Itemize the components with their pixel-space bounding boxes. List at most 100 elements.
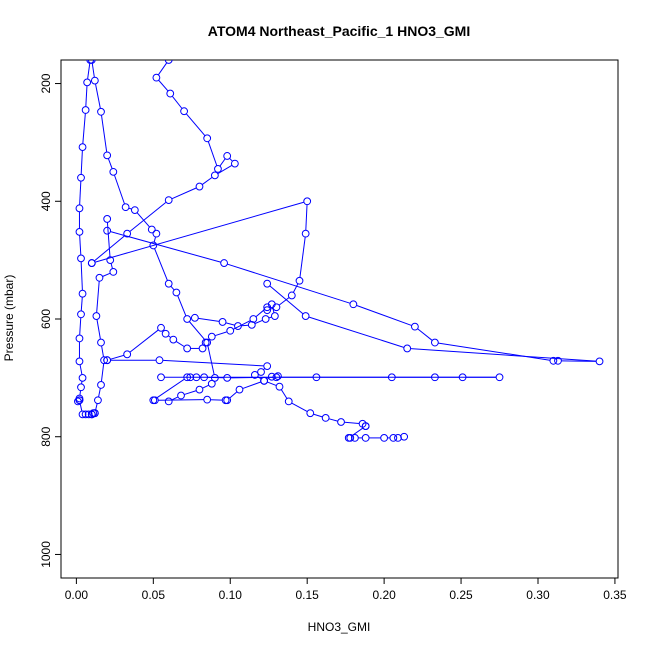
series-segment — [225, 322, 235, 326]
series-segment — [184, 390, 197, 395]
series-segment — [96, 281, 100, 313]
data-point — [346, 434, 355, 442]
data-point — [149, 241, 158, 250]
series-segment — [163, 359, 264, 367]
series-segment — [102, 272, 111, 277]
data-point — [321, 413, 330, 422]
series-segment — [110, 263, 113, 269]
data-point — [389, 434, 398, 442]
data-point — [203, 395, 212, 404]
series — [87, 60, 239, 267]
x-tick-label: 0.20 — [372, 588, 396, 602]
data-point — [263, 303, 272, 312]
series-segment — [176, 341, 185, 347]
data-point — [130, 206, 139, 215]
data-point — [78, 373, 87, 382]
data-point — [235, 385, 244, 394]
data-point — [100, 356, 108, 365]
series-segment — [227, 263, 351, 304]
series-segment — [417, 328, 433, 341]
data-point — [295, 276, 304, 285]
series-group — [74, 60, 604, 442]
series-segment — [229, 158, 233, 162]
data-point — [103, 356, 112, 365]
series-segment — [156, 378, 185, 399]
series-segment — [80, 261, 83, 291]
data-point — [75, 334, 84, 343]
series-segment — [158, 62, 168, 75]
chart-title: ATOM4 Northeast_Pacific_1 HNO3_GMI — [208, 23, 470, 39]
data-point — [198, 344, 207, 353]
data-point — [87, 259, 96, 267]
data-point — [177, 391, 185, 400]
series — [149, 373, 504, 405]
y-axis: 200 400 600 800 1000 — [39, 73, 62, 568]
series-segment — [79, 403, 83, 411]
data-point — [274, 372, 282, 380]
series-segment — [80, 297, 83, 311]
y-axis-label: Pressure (mbar) — [2, 275, 16, 362]
data-point — [121, 203, 130, 212]
data-point — [257, 368, 265, 376]
data-point — [164, 60, 173, 64]
series-segment — [79, 181, 82, 205]
series-segment — [110, 354, 124, 360]
series-segment — [207, 345, 215, 375]
data-point — [207, 379, 216, 388]
series-segment — [110, 231, 221, 263]
data-point — [186, 373, 195, 382]
data-point — [349, 300, 358, 309]
data-point — [109, 167, 118, 176]
data-point — [400, 432, 409, 441]
series-segment — [269, 285, 304, 315]
data-point — [250, 371, 259, 379]
data-point — [97, 338, 105, 347]
data-point — [161, 329, 170, 338]
data-point — [261, 315, 270, 323]
data-point — [103, 215, 112, 223]
data-point — [430, 338, 439, 347]
data-point — [201, 338, 210, 347]
data-point — [172, 288, 181, 297]
data-point — [190, 313, 199, 322]
series-segment — [241, 324, 249, 327]
data-point — [263, 362, 272, 370]
series-segment — [268, 316, 272, 319]
x-axis: 0.00 0.05 0.10 0.15 0.20 0.25 0.30 0.35 — [65, 577, 627, 602]
data-point — [164, 279, 173, 288]
series-segment — [438, 342, 550, 361]
data-point — [123, 350, 132, 359]
series-segment — [158, 399, 204, 401]
series-segment — [128, 207, 132, 210]
series-segment — [100, 363, 105, 382]
data-point — [150, 396, 159, 405]
series-segment — [154, 248, 168, 281]
series-segment — [98, 388, 101, 397]
series-segment — [242, 381, 261, 389]
x-tick-label: 0.00 — [65, 588, 89, 602]
data-point — [263, 279, 272, 288]
series — [87, 60, 219, 406]
series-segment — [356, 305, 412, 326]
series-segment — [267, 381, 277, 386]
data-point — [75, 357, 84, 366]
data-point — [230, 159, 239, 168]
data-point — [169, 335, 178, 344]
x-axis-label: HNO3_GMI — [308, 620, 371, 634]
data-point — [275, 382, 284, 391]
series-segment — [202, 177, 213, 185]
data-point — [75, 396, 84, 405]
data-point — [210, 171, 219, 180]
series-segment — [255, 309, 265, 318]
x-tick-label: 0.10 — [219, 588, 243, 602]
series-segment — [129, 201, 167, 232]
data-point — [75, 227, 84, 236]
data-point — [164, 397, 173, 406]
data-point — [123, 229, 132, 238]
data-point — [81, 106, 90, 114]
data-point — [301, 312, 310, 320]
data-point — [267, 372, 276, 381]
series-segment — [87, 63, 91, 79]
data-point — [226, 326, 235, 335]
